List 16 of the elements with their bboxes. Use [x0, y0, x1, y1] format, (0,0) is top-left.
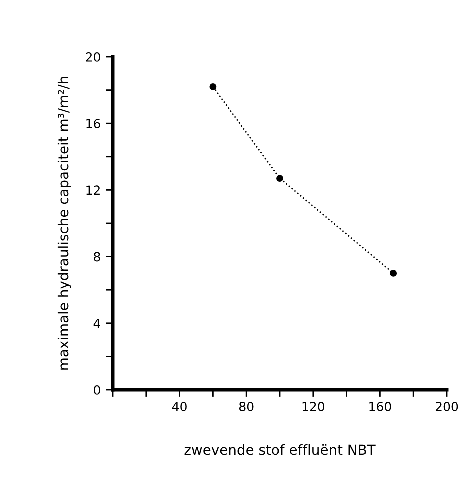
x-tick-label: 80	[239, 402, 254, 412]
y-tick-label: 0	[94, 385, 100, 395]
x-tick-label: 120	[302, 402, 324, 412]
y-tick-label: 12	[86, 186, 100, 195]
point	[210, 83, 217, 90]
x-tick-label: 200	[436, 402, 458, 412]
point	[390, 270, 398, 277]
y-tick-label: 8	[94, 252, 100, 262]
point	[276, 175, 284, 182]
x-axis-title: zwevende stof effluënt NBT	[184, 444, 376, 456]
y-tick-label: 4	[94, 319, 100, 328]
y-axis-title: maximale hydraulische capaciteit m³/m²/h	[58, 77, 72, 370]
y-tick-label: 16	[86, 119, 100, 129]
y-tick-label: 20	[86, 52, 100, 62]
x-tick-label: 160	[370, 402, 392, 412]
x-tick-label: 40	[172, 402, 187, 412]
